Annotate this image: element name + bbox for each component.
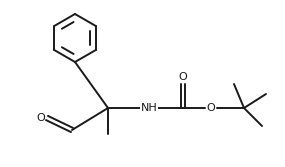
Text: NH: NH [141, 103, 157, 113]
Text: O: O [179, 72, 187, 82]
Text: O: O [37, 113, 45, 123]
Text: O: O [207, 103, 215, 113]
